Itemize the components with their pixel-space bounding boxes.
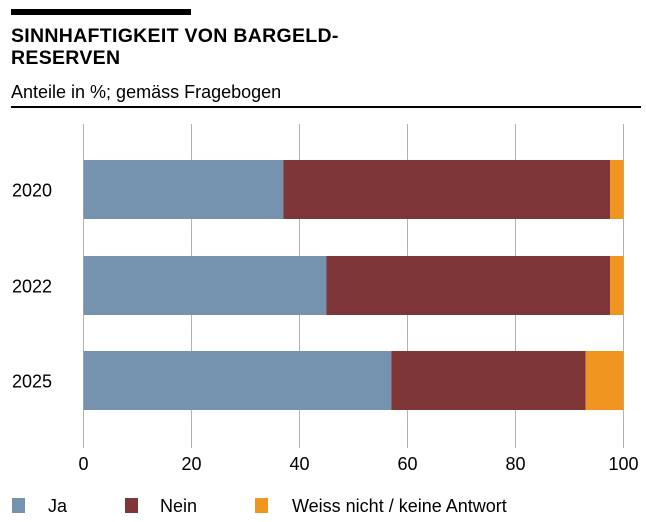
bar-segment-nein [326, 256, 610, 315]
legend-swatch [12, 498, 25, 513]
bar-segment-weiss-nicht-keine-antwort [610, 256, 624, 315]
x-tick-label: 60 [397, 454, 417, 474]
legend-label: Weiss nicht / keine Antwort [292, 496, 507, 516]
legend-label: Nein [160, 496, 197, 516]
x-tick-label: 100 [608, 454, 638, 474]
chart-subtitle: Anteile in %; gemäss Fragebogen [11, 82, 282, 102]
bar-segment-ja [83, 160, 284, 219]
bar-segment-ja [83, 351, 392, 410]
chart-title-line: SINNHAFTIGKEIT VON BARGELD- [11, 25, 339, 47]
bar-segment-ja [83, 256, 327, 315]
bar-segment-weiss-nicht-keine-antwort [610, 160, 624, 219]
title-accent-bar [11, 9, 191, 15]
legend-label: Ja [48, 496, 68, 516]
header-rule [11, 106, 641, 108]
x-tick-label: 20 [181, 454, 201, 474]
legend-swatch [255, 498, 268, 513]
x-tick-label: 40 [289, 454, 309, 474]
bar-segment-nein [391, 351, 586, 410]
chart-title-line: RESERVEN [11, 47, 121, 69]
chart-title: SINNHAFTIGKEIT VON BARGELD- RESERVEN [11, 25, 339, 69]
bar-segment-nein [283, 160, 610, 219]
y-category-label: 2020 [12, 181, 52, 201]
bar-segment-weiss-nicht-keine-antwort [585, 351, 624, 410]
x-tick-label: 0 [78, 454, 88, 474]
legend-swatch [125, 498, 138, 513]
x-tick-label: 80 [505, 454, 525, 474]
y-category-label: 2022 [12, 277, 52, 297]
y-category-label: 2025 [12, 372, 52, 392]
